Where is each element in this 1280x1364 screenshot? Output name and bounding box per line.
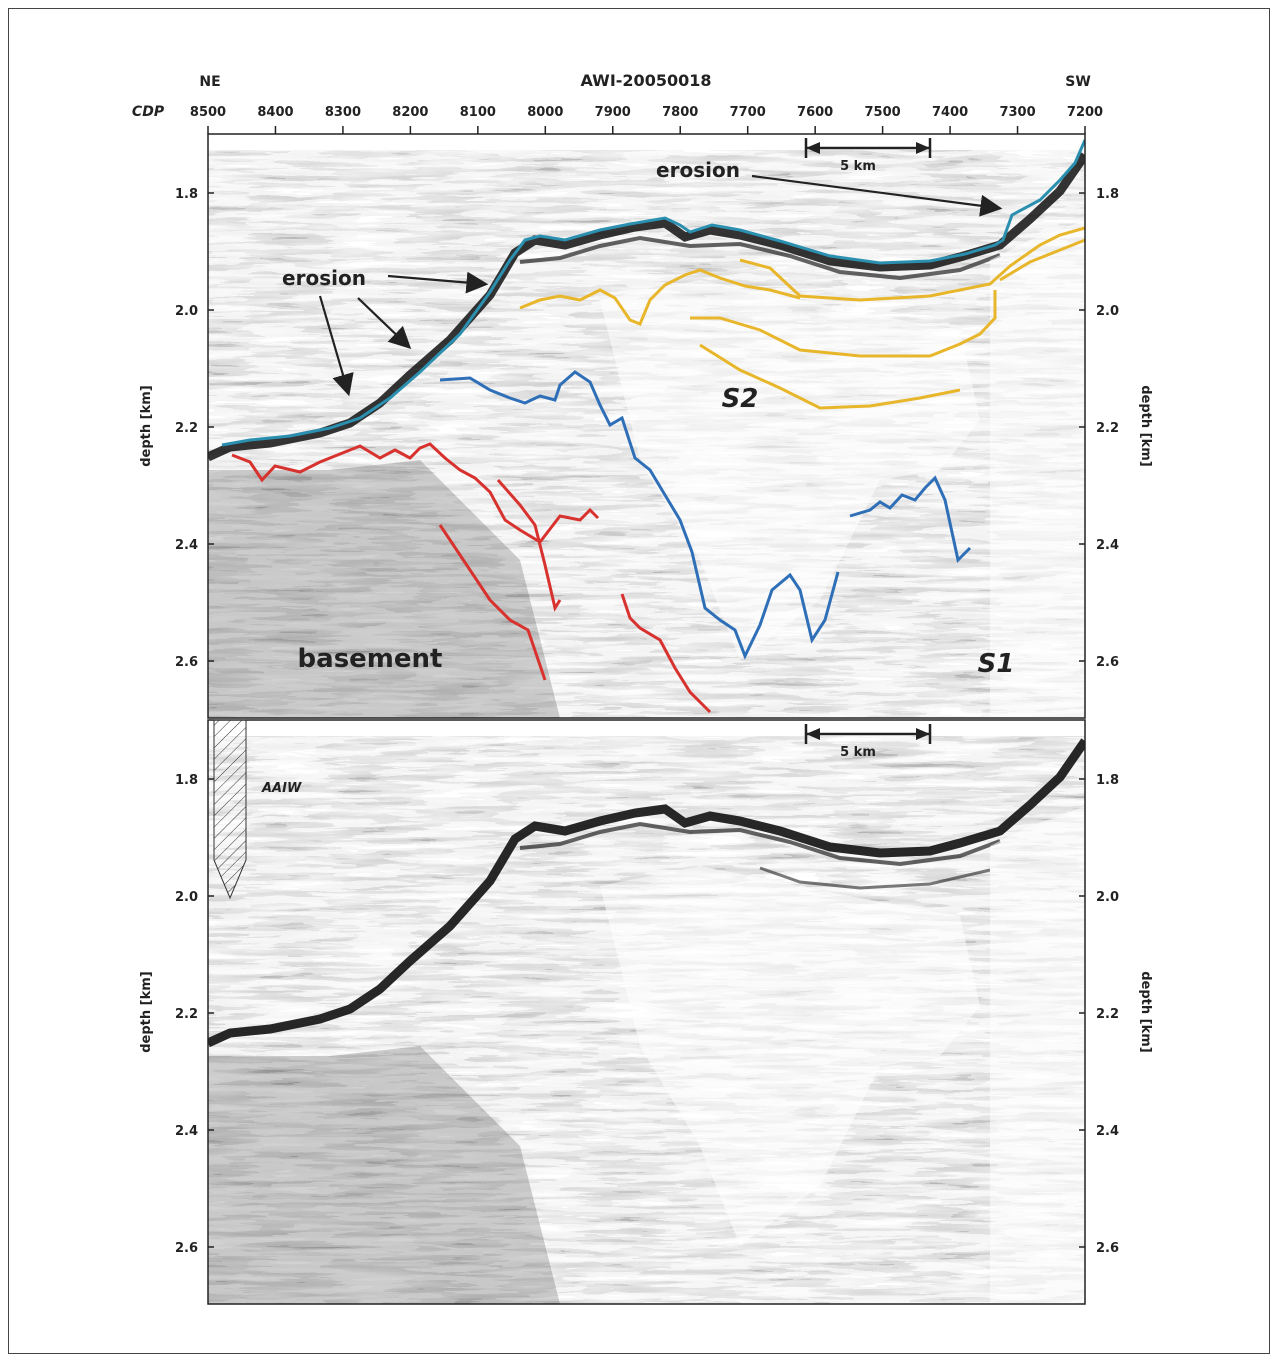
cdp-tick-labels: 8500 8400 8300 8200 8100 8000 7900 7800 7700 7600… — [190, 105, 1103, 134]
depth-tick-left-p2-1.8: 1.8 — [175, 773, 198, 788]
depth-tick-right-p1-2.4: 2.4 — [1096, 538, 1119, 553]
s1-s2-boundary-horizon-east — [849, 475, 972, 564]
aaiw-water-mass-marker — [213, 719, 247, 900]
depth-tick-right-p1-2.6: 2.6 — [1096, 655, 1119, 670]
s1-s2-boundary-horizon — [439, 370, 840, 660]
depth-tick-left-p2-2.6: 2.6 — [175, 1241, 198, 1256]
depth-tick-right-p2-2.4: 2.4 — [1096, 1124, 1119, 1139]
depth-tick-left-p1-2.0: 2.0 — [175, 304, 198, 319]
scale-bar-1: 5 km — [804, 138, 932, 174]
cdp-tick-7600: 7600 — [797, 105, 833, 120]
figure-title: AWI-20050018 — [581, 71, 712, 90]
panel-2-border — [207, 719, 1086, 1305]
depth-tick-right-p1-2.2: 2.2 — [1096, 421, 1119, 436]
seafloor-horizon — [221, 139, 1085, 447]
upper-reflector-horizons — [519, 226, 1085, 410]
cdp-tick-7300: 7300 — [999, 105, 1035, 120]
figure-frame — [8, 8, 1270, 1354]
depth-tick-right-p1-2.0: 2.0 — [1096, 304, 1119, 319]
scale-bar-label-2: 5 km — [840, 745, 876, 760]
depth-axes: 1.8 1.8 2.0 2.0 2.2 2.2 2.4 2.4 2.6 2.6 1.8 1.8 2.0 2… — [175, 187, 1119, 1256]
svg-text:erosion: erosion — [656, 158, 740, 182]
depth-tick-right-p2-2.6: 2.6 — [1096, 1241, 1119, 1256]
scale-bar-2: 5 km — [804, 724, 932, 760]
erosion-annotation-left: erosion — [282, 266, 489, 397]
erosion-annotation-top: erosion — [656, 158, 1003, 217]
direction-left-label: NE — [199, 74, 220, 90]
depth-axis-title-right-2: depth [km] — [1138, 971, 1153, 1053]
depth-tick-right-p2-2.2: 2.2 — [1096, 1007, 1119, 1022]
cdp-tick-7800: 7800 — [662, 105, 698, 120]
depth-tick-left-p2-2.2: 2.2 — [175, 1007, 198, 1022]
cdp-tick-8200: 8200 — [392, 105, 428, 120]
aaiw-label: AAIW — [261, 781, 302, 796]
cdp-tick-7500: 7500 — [865, 105, 901, 120]
panel-interpreted: 5 km erosion erosion basement S2 S1 — [207, 133, 1086, 719]
panel-1-border — [207, 133, 1086, 719]
cdp-tick-8500: 8500 — [190, 105, 226, 120]
cdp-tick-7700: 7700 — [730, 105, 766, 120]
basement-label: basement — [298, 644, 443, 674]
basement-top-horizons — [231, 442, 712, 714]
depth-tick-left-p1-1.8: 1.8 — [175, 187, 198, 202]
depth-axis-title-right-1: depth [km] — [1138, 385, 1153, 467]
depth-axis-title-left-2: depth [km] — [139, 971, 154, 1053]
cdp-tick-8000: 8000 — [527, 105, 563, 120]
cdp-tick-8100: 8100 — [460, 105, 496, 120]
depth-tick-left-p2-2.4: 2.4 — [175, 1124, 198, 1139]
cdp-tick-8400: 8400 — [257, 105, 293, 120]
direction-right-label: SW — [1065, 74, 1091, 90]
cdp-tick-7900: 7900 — [595, 105, 631, 120]
s2-label: S2 — [722, 384, 759, 414]
depth-tick-left-p2-2.0: 2.0 — [175, 890, 198, 905]
depth-tick-left-p1-2.4: 2.4 — [175, 538, 198, 553]
panel-uninterpreted: AAIW 5 km — [207, 719, 1086, 1305]
cdp-tick-8300: 8300 — [325, 105, 361, 120]
depth-tick-left-p1-2.6: 2.6 — [175, 655, 198, 670]
cdp-axis-label: CDP — [132, 104, 165, 120]
depth-axis-title-left-1: depth [km] — [139, 385, 154, 467]
cdp-tick-7400: 7400 — [932, 105, 968, 120]
cdp-tick-7200: 7200 — [1067, 105, 1103, 120]
scale-bar-label-1: 5 km — [840, 159, 876, 174]
s1-label: S1 — [978, 649, 1015, 679]
svg-text:erosion: erosion — [282, 266, 366, 290]
depth-tick-right-p2-1.8: 1.8 — [1096, 773, 1119, 788]
depth-tick-left-p1-2.2: 2.2 — [175, 421, 198, 436]
depth-tick-right-p1-1.8: 1.8 — [1096, 187, 1119, 202]
depth-tick-right-p2-2.0: 2.0 — [1096, 890, 1119, 905]
